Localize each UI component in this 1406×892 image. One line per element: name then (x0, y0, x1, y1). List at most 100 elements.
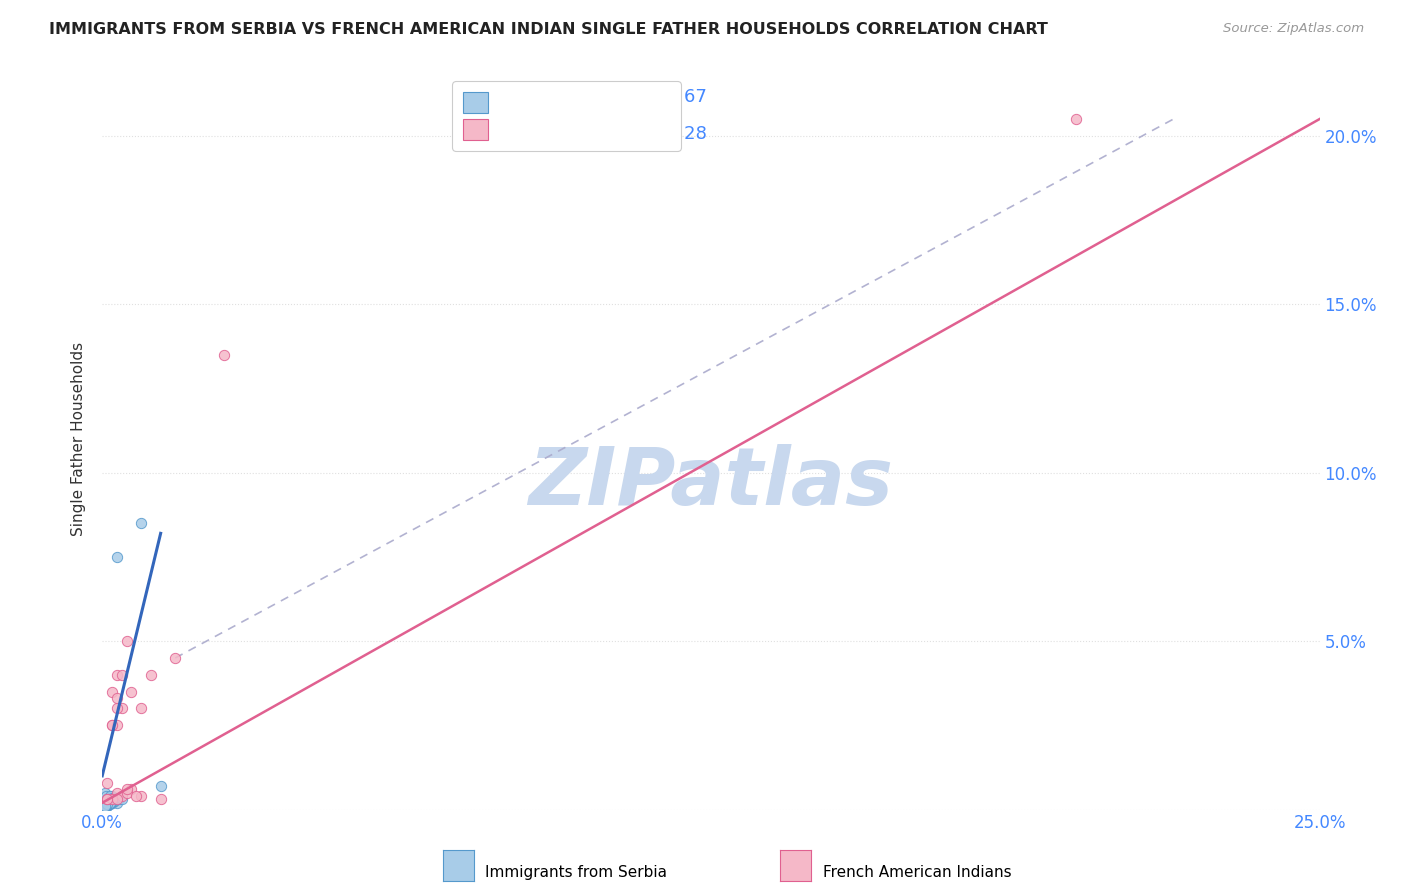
Point (93, 799, 115, 814)
Point (96, 797, 118, 812)
Point (93, 801, 115, 815)
Point (93, 799, 115, 814)
Point (1064, 112, 1087, 126)
Point (105, 701, 128, 715)
Text: IMMIGRANTS FROM SERBIA VS FRENCH AMERICAN INDIAN SINGLE FATHER HOUSEHOLDS CORREL: IMMIGRANTS FROM SERBIA VS FRENCH AMERICA… (49, 22, 1047, 37)
Point (105, 792, 128, 806)
Point (115, 786, 138, 800)
Point (125, 789, 148, 803)
Point (93, 799, 115, 814)
Point (96, 799, 118, 814)
Point (94, 789, 117, 803)
Point (129, 516, 152, 531)
Point (96, 797, 118, 812)
Point (96, 797, 118, 812)
Point (101, 796, 124, 810)
Point (96, 797, 118, 812)
Point (101, 794, 124, 808)
Y-axis label: Single Father Households: Single Father Households (72, 342, 86, 536)
Point (101, 794, 124, 808)
Point (96, 799, 118, 814)
Point (93, 801, 115, 815)
Point (98, 796, 121, 810)
Point (96, 797, 118, 812)
Point (111, 789, 134, 803)
Point (115, 782, 138, 797)
Point (108, 792, 131, 806)
Point (101, 794, 124, 808)
Point (105, 691, 128, 706)
Point (93, 796, 115, 810)
Point (98, 796, 121, 810)
Point (120, 684, 142, 698)
Point (103, 792, 125, 806)
Point (111, 668, 134, 682)
Point (98, 796, 121, 810)
Point (98, 796, 121, 810)
Point (93, 799, 115, 814)
Point (101, 794, 124, 808)
Point (165, 651, 187, 665)
Text: French American Indians: French American Indians (823, 865, 1011, 880)
Point (105, 792, 128, 806)
Point (96, 794, 118, 808)
Point (98, 796, 121, 810)
Point (108, 792, 131, 806)
Legend:                               ,                               : , (453, 81, 681, 151)
Point (103, 794, 125, 808)
Point (101, 684, 124, 698)
Point (96, 797, 118, 812)
Point (98, 796, 121, 810)
Point (111, 792, 134, 806)
Point (105, 718, 128, 732)
Point (103, 792, 125, 806)
Text: Immigrants from Serbia: Immigrants from Serbia (485, 865, 666, 880)
Point (129, 701, 152, 715)
Point (96, 797, 118, 812)
Point (101, 790, 124, 805)
Point (149, 792, 172, 806)
Point (212, 348, 235, 362)
Point (93, 799, 115, 814)
Point (96, 792, 118, 806)
Point (98, 796, 121, 810)
Point (98, 796, 121, 810)
Point (93, 799, 115, 814)
Point (129, 789, 152, 803)
Point (93, 786, 115, 800)
Text: R = 0.508: R = 0.508 (522, 88, 613, 106)
Point (93, 799, 115, 814)
Point (105, 549, 128, 564)
Point (96, 797, 118, 812)
Point (96, 792, 118, 806)
Point (96, 792, 118, 806)
Point (115, 634, 138, 648)
Point (96, 797, 118, 812)
Point (93, 801, 115, 815)
Point (96, 797, 118, 812)
Point (96, 797, 118, 812)
Point (101, 718, 124, 732)
Point (96, 797, 118, 812)
Point (93, 799, 115, 814)
Text: ZIPatlas: ZIPatlas (529, 444, 893, 523)
Point (98, 792, 121, 806)
Text: R = 0.702: R = 0.702 (522, 125, 613, 143)
Point (120, 782, 142, 797)
Point (139, 668, 162, 682)
Text: N = 28: N = 28 (644, 125, 707, 143)
Point (103, 790, 125, 805)
Point (101, 792, 124, 806)
Point (111, 701, 134, 715)
Point (98, 796, 121, 810)
Point (105, 668, 128, 682)
Point (98, 796, 121, 810)
Point (103, 794, 125, 808)
Point (101, 718, 124, 732)
Point (105, 792, 128, 806)
Point (96, 775, 118, 789)
Point (105, 796, 128, 810)
Point (101, 792, 124, 806)
Point (98, 789, 121, 803)
Point (101, 789, 124, 803)
